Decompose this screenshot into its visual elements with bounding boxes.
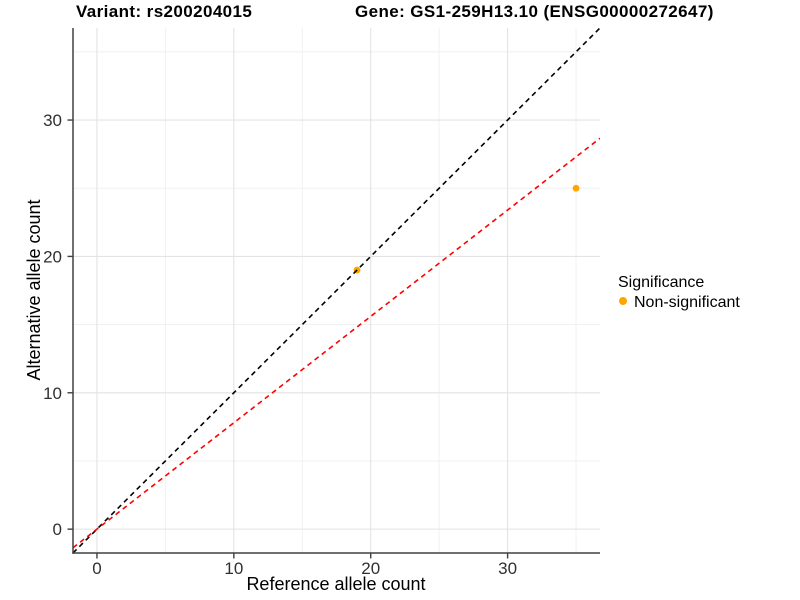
y-tick-label: 30 [43, 111, 62, 130]
y-tick-label: 0 [53, 520, 62, 539]
fit-line [73, 137, 600, 549]
plot-title-gene: Gene: GS1-259H13.10 (ENSG00000272647) [355, 2, 714, 21]
y-tick-label: 10 [43, 384, 62, 403]
tick-labels: 0 10 20 30 0 10 20 30 [43, 111, 517, 578]
x-tick-label: 0 [92, 559, 101, 578]
plot-title-variant: Variant: rs200204015 [76, 2, 252, 21]
reference-lines [73, 28, 600, 553]
data-points [353, 184, 580, 274]
legend-item-label: Non-significant [634, 294, 740, 311]
legend-title: Significance [618, 274, 704, 291]
identity-line [73, 28, 600, 553]
x-tick-label: 10 [224, 559, 243, 578]
x-tick-label: 30 [498, 559, 517, 578]
data-point [572, 184, 580, 192]
tick-marks [67, 119, 509, 559]
axis-lines [72, 28, 600, 554]
legend: Significance Non-significant [618, 274, 740, 311]
y-tick-label: 20 [43, 247, 62, 266]
x-tick-label: 20 [361, 559, 380, 578]
x-axis-title: Reference allele count [246, 574, 425, 594]
y-axis-title: Alternative allele count [24, 199, 44, 380]
legend-point-swatch [619, 297, 627, 305]
gridlines [73, 28, 600, 553]
